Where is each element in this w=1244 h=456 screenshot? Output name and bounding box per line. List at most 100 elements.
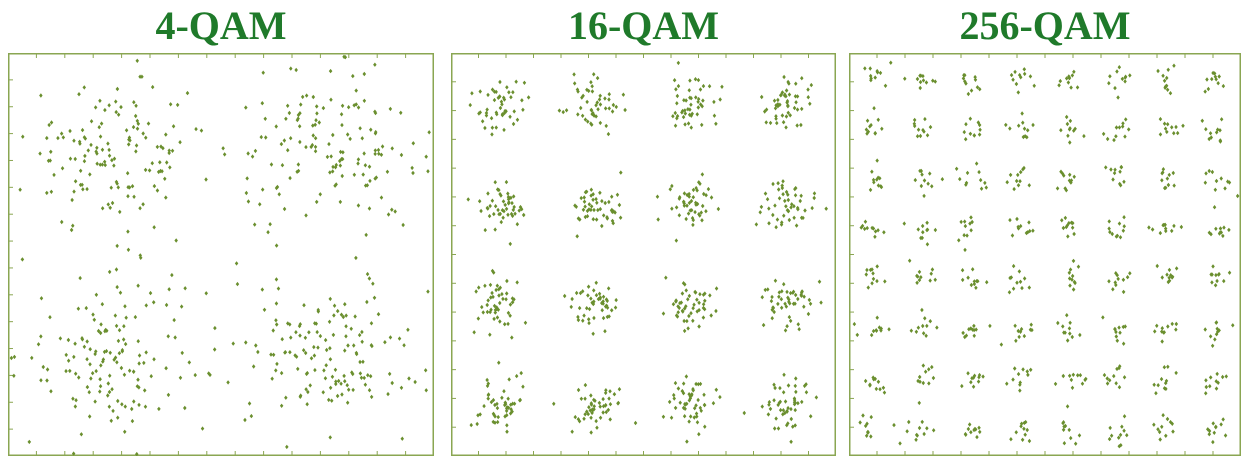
data-point (583, 382, 588, 388)
data-point (874, 386, 879, 392)
data-point (479, 208, 483, 214)
data-point (700, 172, 705, 177)
data-point (73, 341, 77, 346)
data-point (612, 209, 616, 214)
data-point (314, 104, 319, 109)
data-point (519, 370, 523, 376)
data-point (120, 349, 125, 354)
data-point (1067, 74, 1071, 79)
data-point (116, 398, 120, 404)
data-point (328, 68, 333, 74)
data-point (482, 403, 486, 409)
data-point (860, 223, 865, 229)
data-point (80, 337, 85, 342)
data-point (786, 79, 790, 85)
data-point (1008, 217, 1012, 223)
data-point (972, 279, 977, 284)
data-point (695, 420, 700, 425)
data-point (488, 309, 492, 315)
data-point (595, 100, 599, 105)
data-point (969, 282, 974, 288)
data-point (495, 405, 500, 411)
data-point (675, 101, 679, 106)
data-point (866, 285, 870, 290)
data-point (71, 223, 75, 228)
data-point (316, 307, 320, 313)
data-point (1223, 433, 1228, 438)
data-point (373, 62, 377, 67)
chart-title-16qam: 16-QAM (567, 3, 720, 48)
data-point (185, 90, 190, 96)
data-point (773, 278, 778, 283)
data-point (863, 219, 868, 224)
data-point (917, 400, 921, 406)
data-point (296, 168, 301, 174)
data-point (789, 439, 793, 444)
data-point (118, 290, 123, 295)
data-point (341, 150, 345, 155)
data-point (767, 206, 771, 211)
data-point (338, 149, 343, 155)
data-point (1114, 134, 1118, 139)
data-point (824, 206, 828, 211)
data-point (488, 332, 492, 337)
data-point (1077, 433, 1082, 438)
data-point (1214, 425, 1218, 430)
data-point (1157, 429, 1162, 435)
data-point (928, 319, 933, 324)
data-point (492, 316, 496, 322)
data-point (786, 192, 790, 197)
data-point (763, 287, 768, 293)
data-point (793, 94, 798, 99)
data-point (1153, 329, 1157, 334)
data-point (138, 206, 142, 211)
data-point (1120, 76, 1125, 82)
data-point (1116, 276, 1120, 282)
data-point (1105, 381, 1110, 386)
data-point (796, 296, 800, 302)
data-point (78, 168, 83, 173)
data-point (517, 208, 521, 213)
data-point (786, 421, 790, 426)
data-point (1113, 327, 1117, 332)
data-point (117, 351, 122, 356)
data-point (605, 298, 609, 304)
data-point (299, 102, 303, 107)
data-point (921, 380, 925, 386)
data-point (340, 392, 344, 397)
data-point (119, 104, 123, 110)
data-point (1158, 437, 1162, 442)
data-point (589, 80, 593, 85)
data-point (590, 84, 594, 89)
data-point (171, 124, 176, 129)
data-point (30, 355, 34, 361)
data-point (1155, 263, 1159, 269)
data-point (589, 296, 593, 301)
data-point (1017, 269, 1022, 274)
data-point (586, 284, 591, 289)
data-point (780, 289, 784, 294)
data-point (1170, 228, 1174, 234)
data-point (586, 317, 591, 322)
data-point (873, 75, 877, 80)
data-point (1219, 117, 1224, 122)
data-point (1162, 386, 1167, 391)
data-point (386, 212, 391, 217)
data-point (689, 113, 693, 118)
data-point (1215, 278, 1219, 284)
data-point (244, 105, 248, 110)
data-point (493, 204, 498, 209)
data-point (1203, 327, 1207, 332)
data-point (494, 287, 498, 293)
data-point (1214, 386, 1219, 391)
data-point (876, 228, 880, 233)
data-point (1204, 391, 1208, 396)
data-point (1165, 122, 1170, 127)
data-point (148, 290, 153, 296)
data-point (510, 300, 515, 305)
data-point (152, 183, 157, 189)
data-point (498, 191, 502, 197)
data-point (1070, 334, 1074, 340)
data-point (702, 402, 707, 408)
plot-frame-16qam (451, 53, 836, 456)
